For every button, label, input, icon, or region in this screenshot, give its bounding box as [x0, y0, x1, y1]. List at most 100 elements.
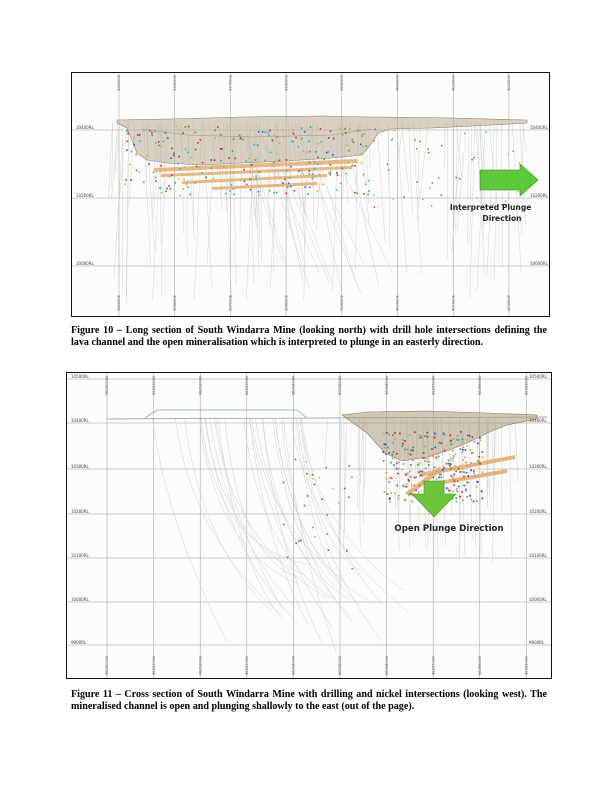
intersection-dot: [133, 143, 136, 146]
intersection-dot: [216, 126, 219, 128]
intersection-dot: [383, 446, 386, 449]
intersection-dot: [264, 131, 266, 134]
intersection-dot: [303, 131, 306, 133]
intersection-dot: [443, 467, 445, 470]
intersection-dot: [224, 192, 227, 195]
intersection-dot: [463, 484, 466, 487]
intersection-dot: [276, 136, 279, 138]
easting-tick-label: 395000E: [117, 294, 121, 311]
intersection-dot: [469, 494, 471, 497]
intersection-dot: [249, 188, 252, 191]
intersection-dot: [126, 149, 128, 151]
intersection-dot: [464, 489, 467, 492]
intersection-dot: [461, 471, 464, 473]
intersection-dot: [365, 145, 368, 148]
intersection-dot: [164, 132, 167, 134]
intersection-dot: [301, 170, 303, 173]
intersection-dot: [329, 164, 332, 166]
intersection-dot: [466, 496, 469, 498]
intersection-dot: [346, 144, 349, 147]
intersection-dot: [473, 156, 475, 159]
intersection-dot: [142, 181, 145, 184]
intersection-dot: [456, 480, 459, 483]
intersection-dot: [470, 498, 473, 501]
intersection-dot: [300, 539, 302, 542]
intersection-dot: [172, 154, 175, 157]
intersection-dot: [466, 439, 469, 441]
intersection-dot: [408, 129, 410, 131]
open-plunge-label: Open Plunge Direction: [394, 524, 503, 534]
intersection-dot: [182, 132, 185, 135]
intersection-dot: [452, 438, 455, 440]
intersection-dot: [328, 172, 330, 174]
intersection-dot: [363, 133, 366, 136]
intersection-dot: [201, 171, 203, 174]
intersection-dot: [359, 143, 362, 146]
intersection-dot: [422, 198, 424, 201]
intersection-dot: [390, 492, 393, 494]
intersection-dot: [187, 125, 190, 128]
intersection-dot: [388, 498, 391, 500]
intersection-dot: [402, 485, 405, 487]
intersection-dot: [447, 490, 450, 492]
intersection-dot: [169, 187, 172, 190]
intersection-dot: [185, 183, 187, 185]
intersection-dot: [452, 449, 454, 452]
intersection-dot: [258, 171, 260, 173]
intersection-dot: [344, 127, 346, 130]
northing-tick-label: 6825000N: [105, 376, 109, 395]
intersection-dot: [383, 491, 386, 493]
intersection-dot: [461, 499, 464, 502]
intersection-dot: [419, 140, 421, 143]
intersection-dot: [427, 151, 430, 154]
intersection-dot: [416, 148, 418, 150]
intersection-dot: [374, 128, 376, 131]
figure-11-cross-section-image: 6825000N 6825000N 6825100N 6825100N 6825200N…: [66, 372, 552, 679]
intersection-dot: [388, 481, 390, 483]
intersection-dot: [359, 153, 362, 155]
intersection-dot: [268, 189, 271, 191]
intersection-dot: [166, 137, 169, 139]
intersection-dot: [272, 164, 274, 167]
drill-intersection-markers: [124, 125, 520, 208]
intersection-dot: [248, 157, 250, 160]
intersection-dot: [127, 132, 129, 135]
intersection-dot: [406, 472, 409, 475]
intersection-dot: [327, 549, 330, 552]
intersection-dot: [411, 494, 414, 497]
intersection-dot: [312, 526, 314, 529]
intersection-dot: [367, 179, 370, 182]
easting-tick-label: 402000E: [507, 294, 511, 311]
rl-label-left: 9900RL: [71, 640, 87, 645]
intersection-dot: [449, 457, 452, 460]
intersection-dot: [294, 458, 297, 461]
intersection-dot: [197, 166, 200, 168]
intersection-dot: [243, 168, 245, 171]
intersection-dot: [383, 443, 386, 446]
intersection-dot: [282, 135, 285, 138]
intersection-dot: [467, 475, 470, 477]
intersection-dot: [391, 137, 394, 140]
intersection-dot: [426, 431, 429, 434]
rl-label-right: 10500RL: [529, 374, 548, 379]
intersection-dot: [397, 461, 400, 464]
intersection-dot: [389, 476, 392, 479]
easting-tick-label: 398000E: [284, 294, 288, 311]
intersection-dot: [290, 165, 292, 168]
intersection-dot: [442, 432, 445, 435]
intersection-dot: [416, 181, 419, 183]
intersection-dot: [205, 176, 207, 179]
intersection-dot: [301, 137, 303, 140]
northing-tick-label: 6825500N: [338, 656, 342, 675]
intersection-dot: [168, 175, 171, 178]
intersection-dot: [431, 182, 434, 184]
intersection-dot: [454, 453, 457, 456]
intersection-dot: [407, 452, 410, 455]
easting-tick-label: 401000E: [451, 74, 455, 91]
intersection-dot: [395, 467, 398, 470]
intersection-dot: [173, 152, 175, 155]
intersection-dot: [414, 139, 416, 141]
intersection-dot: [441, 144, 443, 147]
intersection-dot: [453, 473, 456, 476]
intersection-dot: [278, 142, 280, 144]
